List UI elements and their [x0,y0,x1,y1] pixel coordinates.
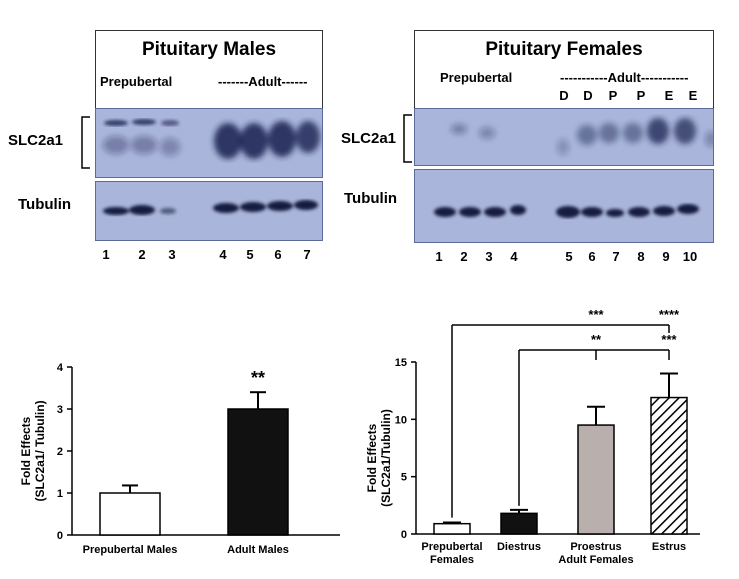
males-tubulin-bands [103,200,318,215]
x-tick-label: Adult Males [227,544,289,556]
females-stage: P [608,88,618,103]
x-group-label: Adult Females [558,554,633,566]
y-axis-label: Fold Effects [365,423,379,492]
females-title-text: Pituitary Females [485,39,643,60]
y-tick-label: 1 [57,488,63,500]
x-tick-label: Diestrus [497,541,541,553]
males-lane: 5 [246,247,254,262]
females-prepubertal-label: Prepubertal [440,70,513,85]
females-stage: E [688,88,698,103]
y-axis-label-group: Fold Effects (SLC2a1/ Tubulin) [19,400,47,501]
females-slc2a1-label: SLC2a1 [341,130,397,147]
males-tubulin-label: Tubulin [18,196,72,213]
females-lane: 5 [565,249,573,264]
bar [99,492,161,536]
bar [650,396,688,535]
females-lane: 9 [662,249,670,264]
x-tick-label: Females [430,554,474,566]
y-axis-label: Fold Effects [19,416,33,485]
females-lane: 3 [485,249,493,264]
females-lane: 7 [612,249,620,264]
males-lane: 2 [138,247,146,262]
females-stage: E [664,88,674,103]
males-panel-title: Pituitary Males [95,30,323,110]
females-tubulin-blot [414,169,714,243]
y-axis-label: (SLC2a1/ Tubulin) [33,400,47,501]
males-lane: 1 [102,247,110,262]
y-tick-label: 0 [57,530,63,542]
y-tick-label: 5 [401,472,407,484]
males-lane: 3 [168,247,176,262]
y-tick-label: 10 [395,414,407,426]
x-tick-label: Estrus [652,541,686,553]
females-slc2a1-bands [451,118,717,155]
y-tick-label: 2 [57,446,63,458]
bar [227,408,289,536]
y-tick-label: 3 [57,404,63,416]
females-tubulin-bands [434,204,699,218]
y-tick-label: 0 [401,529,407,541]
significance-label: ** [251,368,265,388]
y-tick-label: 15 [395,357,407,369]
females-adult-label: -----------Adult----------- [560,70,689,85]
females-lane: 4 [510,249,518,264]
females-bracket [403,114,412,163]
x-tick-label: Prepubertal [421,541,482,553]
females-bar-chart: 0 5 10 15 Fold Effects (SLC2a1/Tubulin) Prepub… [365,307,700,566]
y-axis-label-group: Fold Effects (SLC2a1/Tubulin) [365,409,393,507]
females-stage: P [636,88,646,103]
males-bar-chart: 0 1 2 3 4 Fold Effects (SLC2a1/ Tubulin) Prepub… [19,362,340,556]
significance-label: **** [659,307,680,322]
females-stage: D [559,88,569,103]
bar [577,424,615,535]
significance-label: *** [588,307,604,322]
y-tick-label: 4 [57,362,64,374]
males-slc2a1-label: SLC2a1 [8,132,64,149]
significance-label: *** [661,332,677,347]
x-tick-label: Proestrus [570,541,621,553]
males-slc2a1-bands [103,119,320,159]
bar [433,522,471,535]
bar [500,512,538,535]
females-lane: 1 [435,249,443,264]
males-tubulin-blot [95,181,323,241]
females-slc2a1-blot [414,108,717,166]
females-tubulin-label: Tubulin [344,190,398,207]
x-tick-label: Prepubertal Males [83,544,178,556]
males-prepubertal-label: Prepubertal [100,74,173,89]
females-panel-title: Pituitary Females [414,30,714,110]
males-lane: 7 [303,247,311,262]
females-lane: 8 [637,249,645,264]
significance-label: ** [591,332,602,347]
males-slc2a1-blot [95,108,323,178]
males-lane: 4 [219,247,227,262]
y-axis-label: (SLC2a1/Tubulin) [379,409,393,507]
males-title-text: Pituitary Males [141,39,277,60]
males-adult-label: -------Adult------ [218,74,308,89]
females-lane: 10 [682,249,698,264]
females-lane: 2 [460,249,468,264]
males-lane: 6 [274,247,282,262]
females-stage: D [583,88,593,103]
males-bracket [81,116,90,169]
females-lane: 6 [588,249,596,264]
